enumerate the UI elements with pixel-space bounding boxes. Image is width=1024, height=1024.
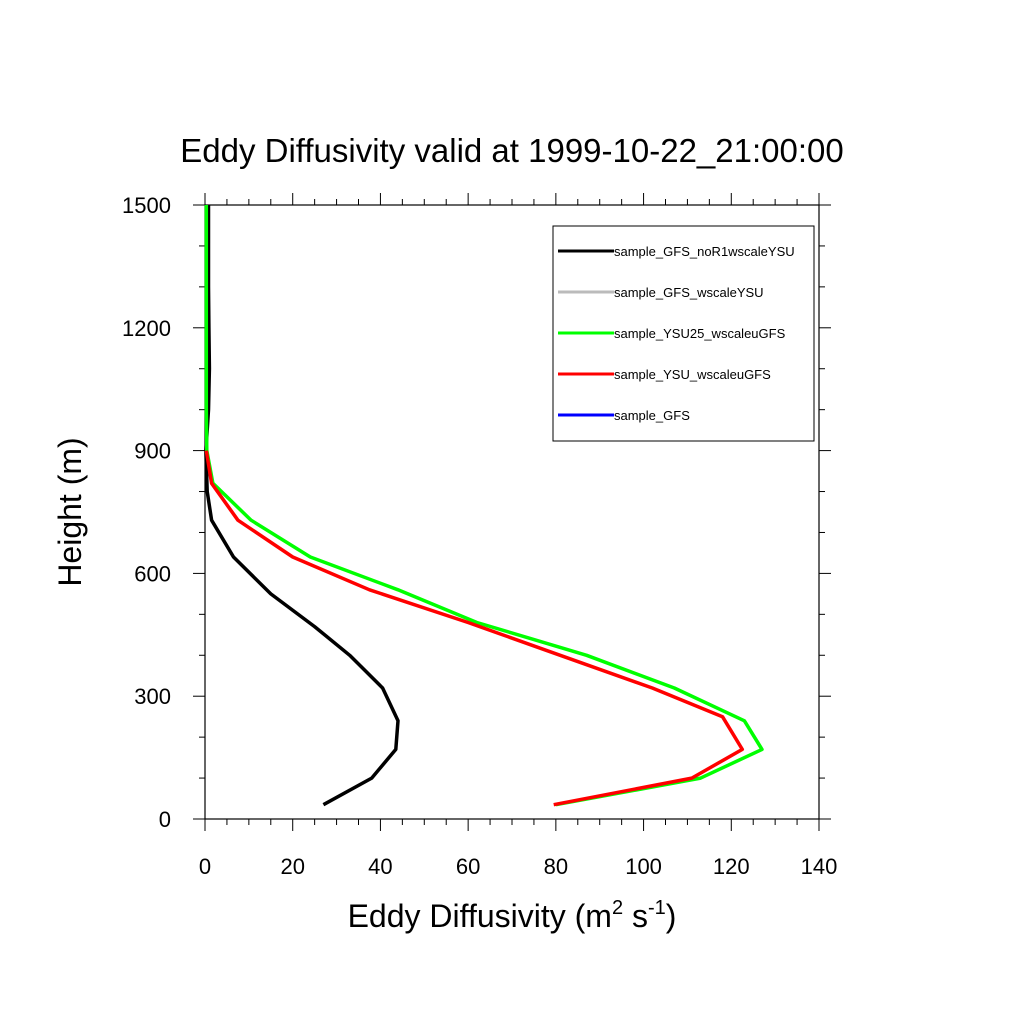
x-tick-label: 40 [368,854,392,879]
x-axis-label-middle: s [623,898,648,934]
x-axis-label-text: Eddy Diffusivity (m [348,898,612,934]
y-tick-label: 1500 [122,193,171,218]
axis-ticks [193,193,831,831]
x-axis-label: Eddy Diffusivity (m2 s-1) [348,897,677,934]
x-tick-label: 100 [625,854,662,879]
x-axis-label-end: ) [666,898,677,934]
y-tick-label: 1200 [122,316,171,341]
legend-label: sample_YSU_wscaleuGFS [614,367,771,382]
y-tick-labels: 0 300 600 900 1200 1500 [122,193,171,832]
y-axis-label: Height (m) [52,437,88,586]
y-tick-label: 900 [134,439,171,464]
legend-items: sample_GFS_noR1wscaleYSU sample_GFS_wscal… [558,244,795,423]
chart-title: Eddy Diffusivity valid at 1999-10-22_21:… [180,132,843,169]
y-tick-label: 0 [159,807,171,832]
x-tick-label: 80 [544,854,568,879]
legend-label: sample_YSU25_wscaleuGFS [614,326,786,341]
x-tick-label: 140 [801,854,838,879]
x-tick-label: 20 [280,854,304,879]
series-line [204,205,764,807]
legend-label: sample_GFS_wscaleYSU [614,285,764,300]
legend-label: sample_GFS_noR1wscaleYSU [614,244,795,259]
y-tick-label: 300 [134,684,171,709]
series-line [204,450,745,807]
series-lines [204,205,764,807]
x-tick-label: 120 [713,854,750,879]
x-tick-label: 0 [199,854,211,879]
x-tick-labels: 0 20 40 60 80 100 120 140 [199,854,837,879]
x-axis-label-superscript-2: -1 [648,897,666,919]
legend: sample_GFS_noR1wscaleYSU sample_GFS_wscal… [552,225,815,442]
legend-label: sample_GFS [614,408,690,423]
y-tick-label: 600 [134,561,171,586]
x-axis-label-superscript-1: 2 [612,897,623,919]
x-tick-label: 60 [456,854,480,879]
series-line [204,205,400,807]
